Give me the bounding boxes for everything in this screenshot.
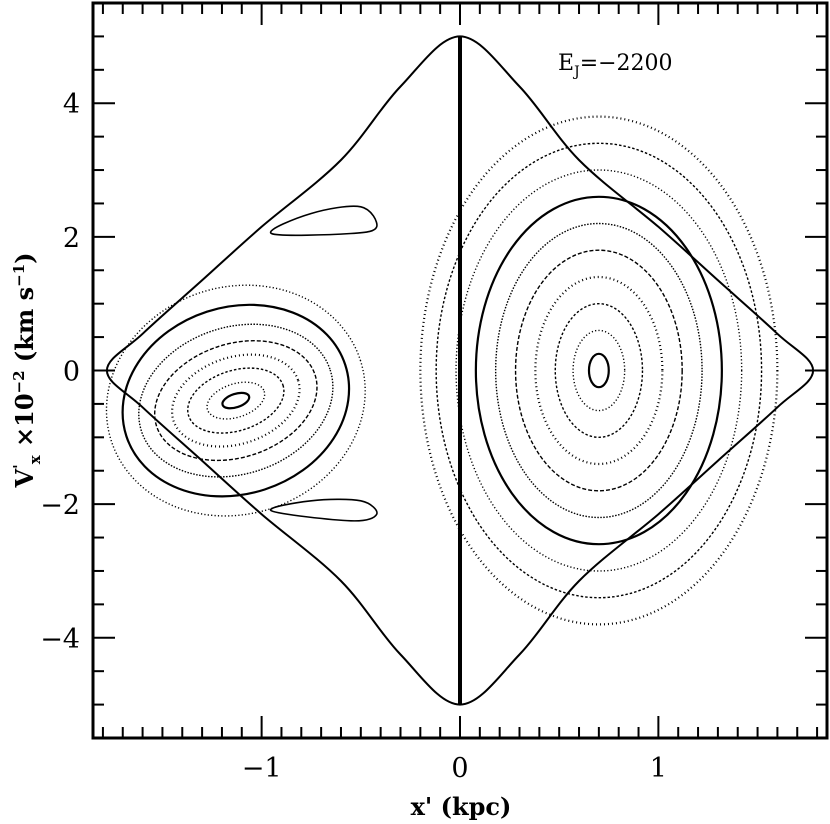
invariant-curve [419,115,779,626]
y-tick-label: −2 [40,490,80,521]
x-tick-label: 1 [650,753,667,784]
y-title-unit-close: ) [10,252,39,263]
y-title-rest: ×10 [10,393,39,455]
y-title-sub: x [26,454,44,464]
x-axis-title: x' (kpc) [411,792,512,821]
y-title-exp: −2 [10,370,28,393]
tick-labels: −1 0 1 −4 −2 0 2 4 [40,89,667,784]
y-tick-label: −4 [40,624,80,655]
invariant-curve [572,329,626,412]
invariant-curve [554,303,644,439]
y-axis-title: V'x ×10−2 (km s−1) [10,252,44,488]
invariant-curve [206,381,266,420]
invariant-curve [435,142,763,599]
invariant-curve [105,284,366,517]
annotation-rest: =−2200 [580,51,673,76]
invariant-curve [534,275,664,466]
x-tick-label: −1 [242,753,282,784]
invariant-curve [514,249,683,492]
y-title-main: V [10,469,39,489]
invariant-curve [474,195,723,546]
annotation-main: E [558,51,574,76]
invariant-curve [455,169,743,572]
annotation-sub: J [572,64,580,80]
invariant-curve [138,323,334,478]
crescent-island [269,205,378,237]
invariant-curve [587,352,610,389]
invariant-curve [171,353,301,448]
y-tick-label: 4 [63,89,80,120]
y-title-unit: (km s [10,287,39,371]
invariant-curve [121,303,351,498]
y-title-unit-exp: −1 [10,264,28,287]
y-title-sup: ' [10,464,28,469]
crescent-island [269,498,378,522]
axis-ticks [93,2,827,739]
invariant-curve [153,340,318,462]
invariant-curve [494,222,703,519]
x-tick-label: 0 [451,753,468,784]
invariant-curve [187,367,285,434]
orbit-curves [105,35,815,706]
y-tick-label: 0 [63,357,80,388]
energy-annotation: EJ=−2200 [558,51,673,80]
invariant-curve [221,391,251,410]
y-tick-label: 2 [63,223,80,254]
